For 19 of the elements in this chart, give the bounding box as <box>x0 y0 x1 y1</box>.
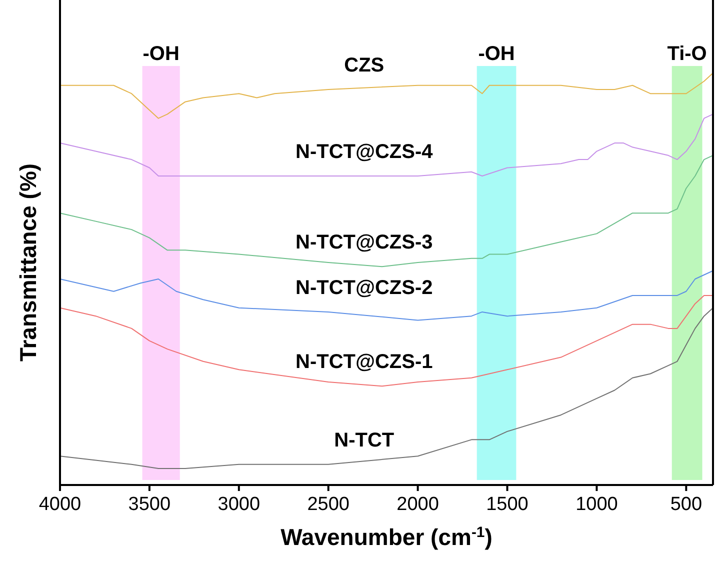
x-axis-title: Wavenumber (cm$^{-1}$) <box>280 524 492 550</box>
series-label: CZS <box>344 54 384 76</box>
y-axis-title: Transmittance (%) <box>15 163 41 362</box>
x-tick-label: 1000 <box>576 494 618 515</box>
x-tick-label: 3000 <box>218 494 260 515</box>
x-tick-label: 1500 <box>486 494 528 515</box>
band-label: -OH <box>478 43 515 65</box>
series-label: N-TCT@CZS-1 <box>296 351 433 374</box>
series-label: N-TCT@CZS-2 <box>296 276 433 299</box>
x-tick-label: 2500 <box>307 494 350 515</box>
x-tick-label: 2000 <box>396 494 439 515</box>
band-label: Ti-O <box>667 43 707 65</box>
band-label: -OH <box>142 43 180 65</box>
x-tick-label: 4000 <box>38 494 82 515</box>
x-tick-label: 500 <box>670 494 702 515</box>
series-label: N-TCT@CZS-4 <box>296 141 434 163</box>
series-label: N-TCT@CZS-3 <box>296 232 433 254</box>
series-label: N-TCT <box>334 429 394 452</box>
x-tick-label: 3500 <box>128 494 171 515</box>
